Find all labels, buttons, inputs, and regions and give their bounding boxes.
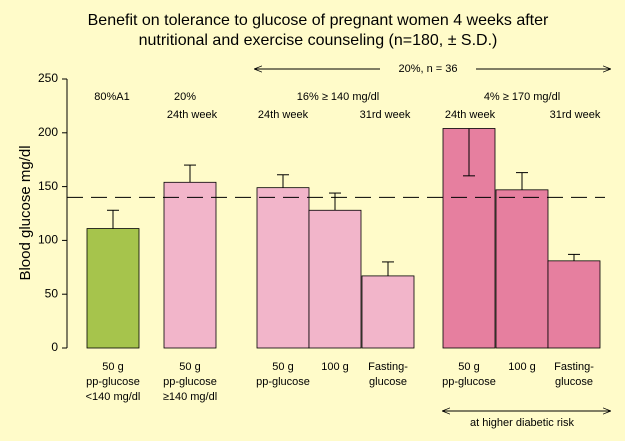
x-tick-label: <140 mg/dl xyxy=(86,391,141,403)
annotation: 20% xyxy=(174,91,196,103)
label-bg xyxy=(380,62,476,76)
annotation: 24th week xyxy=(258,109,309,121)
bar xyxy=(361,275,415,349)
annotation: 4% ≥ 170 mg/dl xyxy=(484,91,560,103)
arrow-label: 20%, n = 36 xyxy=(398,63,457,75)
y-tick-label: 100 xyxy=(38,233,58,247)
x-tick-label: Fasting- xyxy=(368,361,408,373)
annotation: 80%A1 xyxy=(94,91,129,103)
x-tick-label: 50 g xyxy=(272,361,293,373)
annotation: 24th week xyxy=(167,109,218,121)
annotation: 24th week xyxy=(445,109,496,121)
x-tick-label: 50 g xyxy=(458,361,479,373)
y-tick-label: 250 xyxy=(38,71,58,85)
x-tick-label: pp-glucose xyxy=(442,376,496,388)
y-tick-label: 50 xyxy=(45,286,59,300)
bar xyxy=(495,189,549,349)
y-tick-label: 0 xyxy=(51,340,58,354)
annotation: 31rd week xyxy=(360,109,411,121)
y-tick-label: 200 xyxy=(38,125,58,139)
chart-title: Benefit on tolerance to glucose of pregn… xyxy=(88,12,549,29)
bar xyxy=(547,260,601,349)
x-tick-label: ≥140 mg/dl xyxy=(163,391,217,403)
bar xyxy=(308,209,362,349)
annotation: 16% ≥ 140 mg/dl xyxy=(297,91,379,103)
annotation: 31rd week xyxy=(550,109,601,121)
x-tick-label: 100 g xyxy=(321,361,349,373)
x-tick-label: pp-glucose xyxy=(163,376,217,388)
x-tick-label: 50 g xyxy=(179,361,200,373)
bar xyxy=(256,187,310,349)
x-tick-label: 50 g xyxy=(102,361,123,373)
arrow-label: at higher diabetic risk xyxy=(470,417,574,429)
chart-title: nutritional and exercise counseling (n=1… xyxy=(139,32,498,49)
y-tick-label: 150 xyxy=(38,179,58,193)
y-axis-label: Blood glucose mg/dl xyxy=(17,145,34,280)
x-tick-label: 100 g xyxy=(508,361,536,373)
x-tick-label: glucose xyxy=(369,376,407,388)
x-tick-label: Fasting- xyxy=(554,361,594,373)
x-tick-label: pp-glucose xyxy=(256,376,310,388)
bar xyxy=(86,228,140,349)
x-tick-label: pp-glucose xyxy=(86,376,140,388)
x-tick-label: glucose xyxy=(555,376,593,388)
bar xyxy=(163,181,217,349)
